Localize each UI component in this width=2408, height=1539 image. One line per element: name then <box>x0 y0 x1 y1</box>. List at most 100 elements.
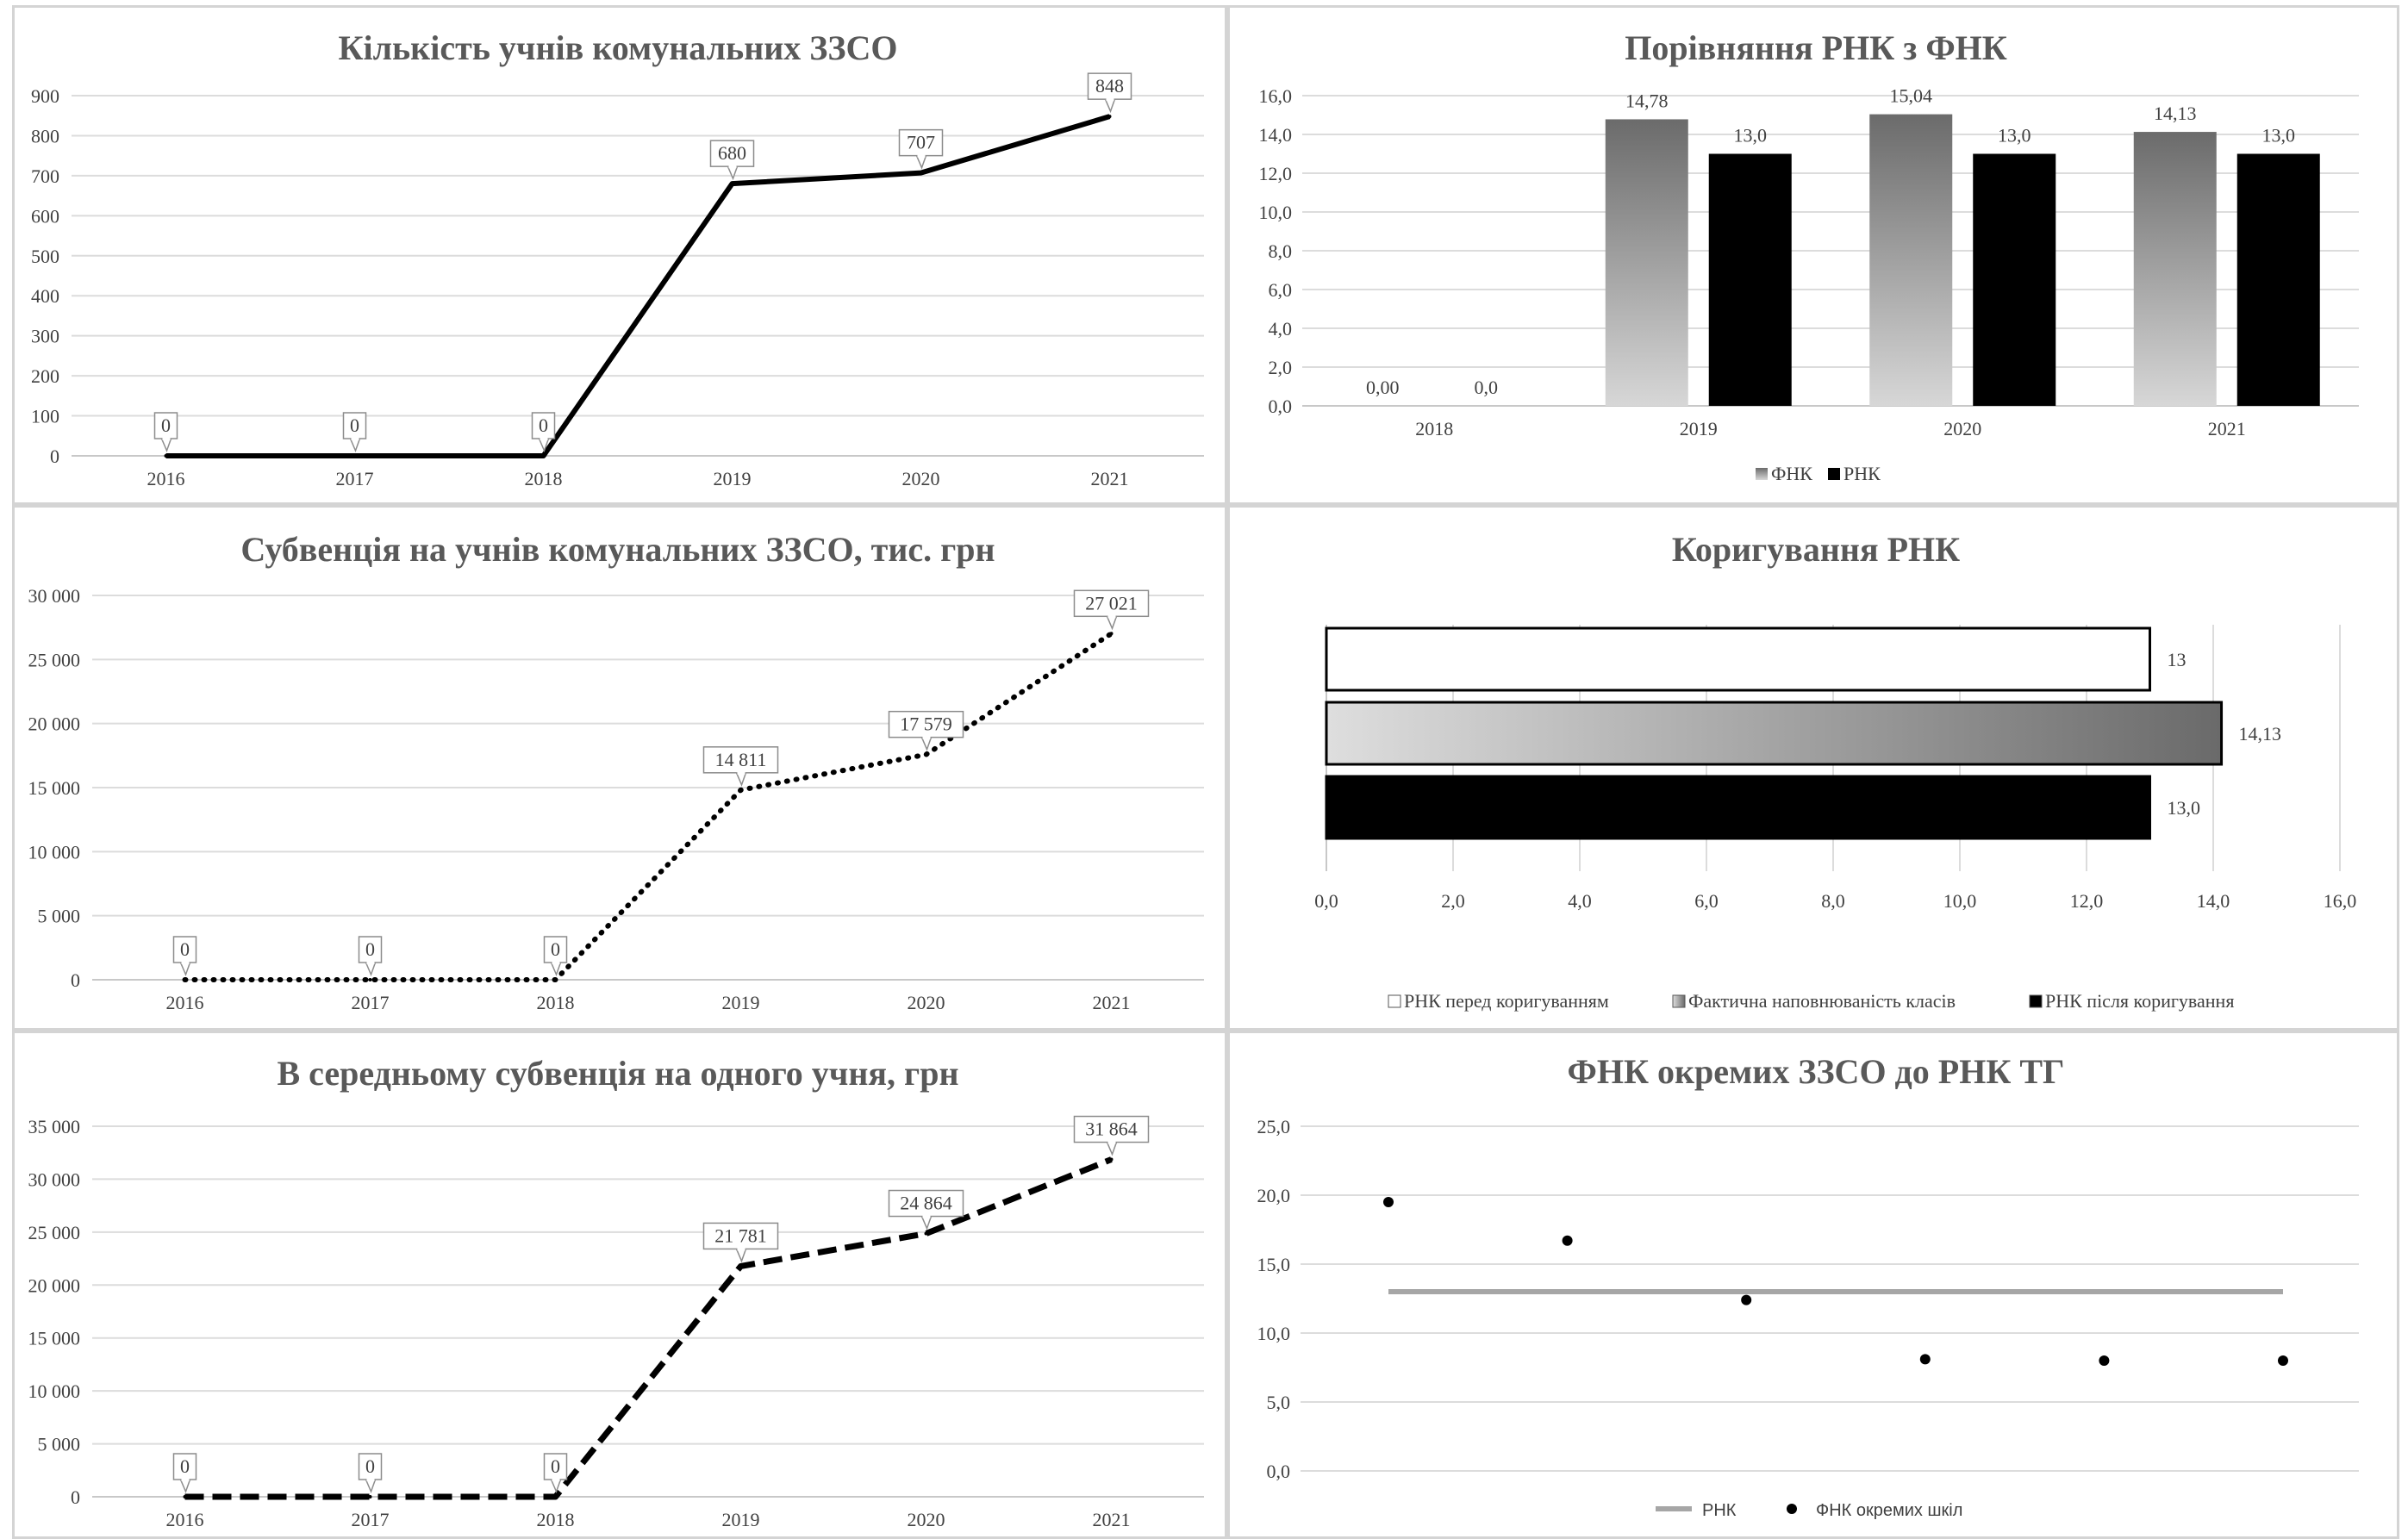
y-tick-label: 15,0 <box>1257 1254 1291 1275</box>
data-label: 0 <box>350 414 359 436</box>
y-tick-label: 16,0 <box>1259 85 1293 107</box>
y-tick-label: 400 <box>31 285 59 307</box>
y-tick-label: 0 <box>50 446 59 467</box>
x-tick-label: 2020 <box>908 1509 945 1530</box>
y-tick-label: 10 000 <box>28 841 81 863</box>
data-point <box>368 978 372 981</box>
x-tick-label: 2019 <box>1680 418 1718 439</box>
data-label-pointer <box>915 155 927 170</box>
chart-rnk-adjustment: Коригування РНК 0,0 2,0 4,0 6,0 8,0 10,0 12,0 14… <box>1227 505 2399 1031</box>
data-label: 0 <box>551 1455 560 1477</box>
data-label-pointer <box>179 962 191 977</box>
y-tick-label: 900 <box>31 85 59 107</box>
bar-rnk <box>2236 153 2320 406</box>
data-label-box <box>888 710 964 738</box>
chart-school-fnk-scatter: ФНК окремих ЗЗСО до РНК ТГ 0,0 5,0 10,0 15,0… <box>1227 1031 2399 1539</box>
y-tick-label: 6,0 <box>1269 279 1293 301</box>
y-tick-label: 0,0 <box>1269 396 1293 417</box>
y-tick-label: 35 000 <box>28 1116 81 1137</box>
x-tick-label: 2017 <box>352 1509 390 1530</box>
data-label-pointer <box>349 438 361 453</box>
data-label-pointer <box>920 737 933 751</box>
x-tick-label: 2018 <box>1415 418 1453 439</box>
y-tick-label: 14,0 <box>1259 124 1293 146</box>
data-point <box>924 1231 928 1236</box>
data-label: 31 864 <box>1085 1118 1138 1140</box>
y-tick-label: 4,0 <box>1269 318 1293 340</box>
x-tick-label: 2016 <box>166 992 204 1013</box>
y-tick-label: 200 <box>31 365 59 387</box>
y-tick-label: 0 <box>71 969 80 991</box>
data-point <box>1109 632 1114 636</box>
data-label: 0 <box>551 938 560 960</box>
x-tick-label: 2019 <box>722 992 760 1013</box>
bar-rnk <box>1973 153 2056 406</box>
data-label-pointer <box>727 165 739 181</box>
data-label-pointer <box>365 1479 377 1494</box>
data-label-pointer <box>550 962 562 977</box>
data-label-pointer <box>365 962 377 977</box>
x-tick-label: 4,0 <box>1568 890 1592 912</box>
chart-school-fnk-scatter-svg: ФНК окремих ЗЗСО до РНК ТГ 0,0 5,0 10,0 15,0… <box>1257 1052 2359 1520</box>
x-tick-label: 2,0 <box>1441 890 1465 912</box>
data-point <box>183 1495 187 1498</box>
x-tick-label: 2018 <box>537 992 575 1013</box>
legend-swatch-fnk <box>1787 1504 1797 1514</box>
series-line <box>184 1156 1113 1500</box>
data-label-box <box>702 746 779 774</box>
data-label: 21 781 <box>714 1224 767 1246</box>
bar-rnk-before <box>1325 626 2151 692</box>
data-label-box <box>709 140 755 167</box>
bar-rnk <box>1708 153 1792 406</box>
x-tick-label: 10,0 <box>1943 890 1977 912</box>
y-tick-label: 25 000 <box>28 1222 81 1243</box>
data-point <box>1107 115 1112 119</box>
data-label: 14 811 <box>715 749 767 770</box>
chart-title: Субвенція на учнів комунальних ЗЗСО, тис… <box>240 530 995 569</box>
legend-swatch-rnk <box>1828 468 1840 480</box>
legend-label: РНК після коригування <box>2045 990 2234 1012</box>
chart-title: В середньому субвенція на одного учня, г… <box>277 1054 958 1093</box>
y-tick-label: 30 000 <box>28 585 81 607</box>
data-label: 13,0 <box>1998 125 2031 146</box>
y-tick-label: 800 <box>31 125 59 146</box>
data-label: 0 <box>539 414 548 436</box>
data-label: 0 <box>161 414 171 436</box>
x-tick-label: 2016 <box>166 1509 204 1530</box>
data-label: 707 <box>907 132 935 153</box>
x-tick-label: 2021 <box>1091 468 1129 489</box>
x-tick-label: 2021 <box>1093 1509 1131 1530</box>
y-tick-label: 10 000 <box>28 1380 81 1402</box>
data-label-box <box>358 1453 383 1480</box>
x-tick-label: 6,0 <box>1694 890 1719 912</box>
data-point <box>739 788 743 792</box>
x-tick-label: 2019 <box>722 1509 760 1530</box>
data-label-pointer <box>1106 615 1118 631</box>
y-tick-label: 30 000 <box>28 1168 81 1190</box>
data-label: 14,78 <box>1625 90 1669 111</box>
data-point <box>368 1495 372 1498</box>
data-label: 27 021 <box>1085 592 1138 614</box>
legend-label: РНК <box>1843 463 1881 484</box>
x-tick-label: 2020 <box>902 468 940 489</box>
chart-title: Порівняння РНК з ФНК <box>1625 28 2007 67</box>
series-line <box>165 114 1111 458</box>
x-tick-label: 2021 <box>1093 992 1131 1013</box>
scatter-point <box>1919 1354 1931 1365</box>
y-tick-label: 20 000 <box>28 713 81 735</box>
chart-rnk-fnk-comparison: Порівняння РНК з ФНК 0,0 2,0 4,0 6,0 8,0 10,0 1… <box>1227 5 2399 505</box>
bar-fnk <box>1869 114 1953 406</box>
data-point <box>730 182 734 186</box>
x-tick-label: 8,0 <box>1821 890 1845 912</box>
chart-subvention-per-student: В середньому субвенція на одного учня, г… <box>12 1031 1227 1539</box>
chart-title: Кількість учнів комунальних ЗЗСО <box>338 28 897 67</box>
chart-students-count: Кількість учнів комунальних ЗЗСО 0 100 200 3… <box>12 5 1227 505</box>
data-label-pointer <box>538 438 550 453</box>
data-label-box <box>1073 1115 1150 1143</box>
x-tick-label: 2020 <box>1943 418 1981 439</box>
y-tick-label: 8,0 <box>1269 240 1293 262</box>
data-label-pointer <box>179 1479 191 1494</box>
data-label: 0 <box>365 1455 375 1477</box>
y-tick-label: 500 <box>31 246 59 267</box>
legend-swatch <box>1672 994 1686 1008</box>
